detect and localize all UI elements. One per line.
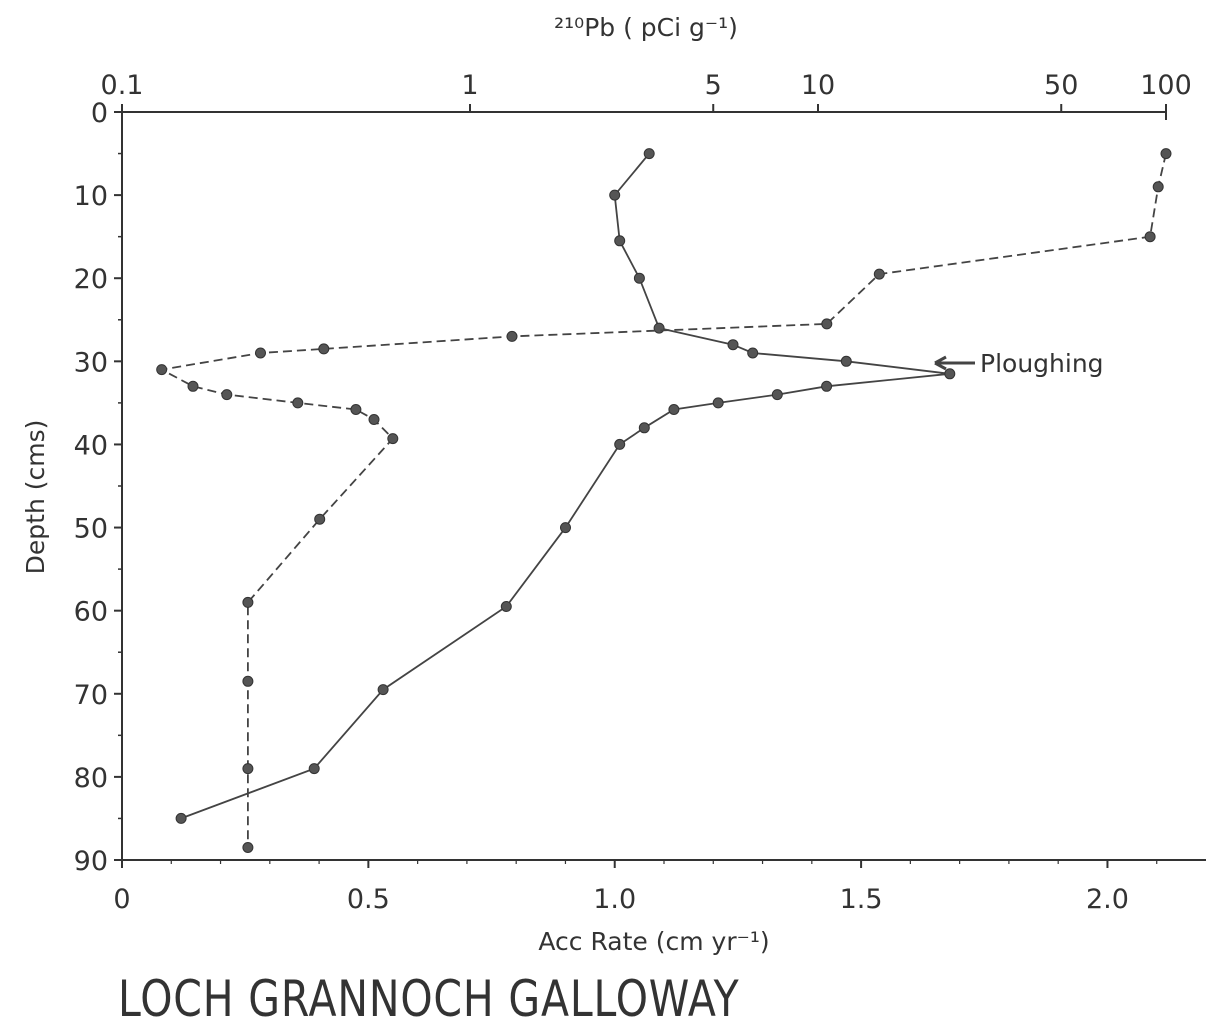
- y-tick-label: 30: [74, 347, 108, 378]
- axes-frame: [121, 111, 1206, 861]
- y-axis-title: Depth (cms): [21, 420, 50, 575]
- x-top-tick-label: 50: [1044, 70, 1078, 101]
- series-acc-rate-point: [653, 322, 665, 334]
- series-210pb-point: [221, 389, 233, 401]
- y-tick-label: 50: [74, 514, 108, 545]
- series-acc-rate-point: [609, 189, 621, 201]
- series-acc-rate-point: [821, 380, 833, 392]
- series-210pb-point: [187, 380, 199, 392]
- y-tick-label: 40: [74, 430, 108, 461]
- series-210pb-point: [506, 330, 518, 342]
- series-acc-rate-point: [747, 347, 759, 359]
- series-210pb-point: [242, 763, 254, 775]
- series-210pb-point: [292, 397, 304, 409]
- x-top-tick-label: 100: [1140, 70, 1192, 101]
- series-210pb-point: [1152, 181, 1164, 193]
- x-bottom-tick-label: 0.5: [347, 884, 390, 915]
- x-bottom-tick-label: 1.0: [593, 884, 636, 915]
- series-acc-rate-point: [377, 684, 389, 696]
- series-acc-rate-point: [712, 397, 724, 409]
- x-top-tick-label: 5: [705, 70, 722, 101]
- series-acc-rate-point: [560, 522, 571, 534]
- x-top-tick-label: 0.1: [101, 70, 144, 101]
- series-210pb-point: [1144, 231, 1156, 243]
- series-acc-rate-point: [638, 422, 650, 434]
- series-acc-rate-point: [614, 235, 626, 247]
- series-acc-rate-point: [668, 404, 680, 415]
- series-210pb-point: [368, 414, 380, 425]
- y-tick-label: 10: [74, 181, 108, 212]
- series-acc-rate-line: [180, 153, 950, 820]
- series-210pb-point: [318, 343, 330, 355]
- series-acc-rate-point: [727, 339, 739, 351]
- series-acc-rate-point: [771, 389, 783, 401]
- series-210pb-point: [387, 433, 399, 445]
- y-tick-label: 20: [74, 264, 108, 295]
- data-series: [156, 148, 1172, 853]
- y-tick-label: 0: [91, 98, 108, 129]
- series-210pb-point: [242, 596, 254, 608]
- series-acc-rate-point: [500, 601, 512, 612]
- x-top-tick-label: 10: [801, 70, 835, 101]
- series-210pb-point: [1160, 148, 1172, 160]
- axis-labels: Depth (cms) Acc Rate (cm yr⁻¹) ²¹⁰Pb ( p…: [21, 13, 770, 956]
- x-bottom-tick-label: 2.0: [1086, 884, 1129, 915]
- x-axis-bottom-title: Acc Rate (cm yr⁻¹): [538, 927, 769, 956]
- series-210pb-point: [350, 404, 362, 415]
- y-tick-label: 70: [74, 680, 108, 711]
- x-top-tick-label: 1: [461, 70, 478, 101]
- series-210pb-point: [314, 513, 326, 525]
- x-axis-top-title: ²¹⁰Pb ( pCi g⁻¹): [554, 13, 738, 42]
- ploughing-annotation: Ploughing: [934, 349, 1104, 378]
- series-acc-rate-point: [614, 438, 626, 450]
- series-acc-rate-point: [633, 272, 645, 284]
- x-bottom-tick-label: 0: [113, 884, 130, 915]
- series-210pb-point: [242, 675, 254, 687]
- series-acc-rate-point: [175, 812, 187, 824]
- series-210pb-point: [255, 347, 266, 359]
- y-tick-label: 90: [74, 846, 108, 877]
- y-tick-label: 80: [74, 763, 108, 794]
- series-210pb-line: [158, 153, 1167, 848]
- series-210pb-point: [873, 268, 885, 280]
- series-210pb-point: [242, 842, 254, 853]
- series-210pb-point: [156, 364, 168, 376]
- ploughing-arrow-icon: [934, 355, 975, 371]
- ploughing-label: Ploughing: [980, 349, 1104, 378]
- site-title: LOCH GRANNOCH GALLOWAY: [118, 970, 740, 1028]
- y-tick-label: 60: [74, 597, 108, 628]
- series-acc-rate-point: [944, 368, 956, 380]
- x-bottom-tick-label: 1.5: [840, 884, 883, 915]
- series-210pb-point: [821, 318, 833, 330]
- series-acc-rate-point: [308, 763, 320, 775]
- series-acc-rate-point: [840, 355, 852, 367]
- series-acc-rate-point: [643, 148, 655, 160]
